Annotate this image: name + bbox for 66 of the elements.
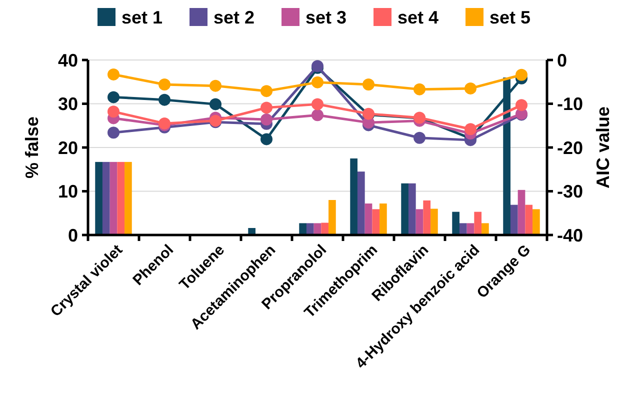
point [414,83,426,96]
point [260,85,272,98]
bar [328,200,336,235]
point [108,68,120,80]
point [312,109,324,122]
point [516,68,528,81]
bar [518,190,526,235]
point [260,114,272,126]
point [260,133,272,146]
bar [110,162,118,235]
y2-tick-label: 0 [557,50,568,70]
point [158,78,170,90]
bar [474,212,482,235]
bar [299,223,306,235]
point [414,132,426,144]
point [516,99,528,112]
y2-axis-title: AIC value [593,106,613,189]
y2-tick-label: -20 [557,138,584,158]
bar [117,162,125,235]
bar [452,212,460,235]
bar [357,172,365,235]
legend-label: set 3 [306,7,347,28]
y2-tick-label: -30 [557,182,584,202]
bar [380,204,387,235]
bar [416,209,424,235]
y-tick-label: 10 [58,182,78,202]
point [108,91,120,104]
point [210,98,222,110]
point [210,80,222,92]
bar [321,222,329,235]
point [362,78,374,90]
y-tick-label: 30 [58,94,78,114]
point [158,94,170,106]
bar [459,223,467,235]
bar [401,183,408,235]
point [108,106,120,118]
bar [430,208,438,235]
point [260,102,272,114]
bar [532,209,540,235]
y2-tick-label: -10 [557,94,584,114]
point [464,82,476,94]
bar [372,209,380,235]
y2-tick-label: -40 [557,225,584,246]
legend-label: set 1 [122,7,163,28]
legend-label: set 2 [214,7,255,28]
bar [408,183,416,235]
point [108,126,120,139]
bar [482,223,489,235]
bar [95,162,102,235]
bar [423,200,431,235]
bar [364,204,372,235]
point [464,123,476,136]
bar [510,204,518,235]
bar [525,204,533,235]
legend-label: set 4 [398,7,439,28]
legend-label: set 5 [490,7,531,28]
bar [306,223,314,235]
bar [350,158,358,235]
point [312,76,324,88]
bar [124,162,132,235]
y-axis-title: % false [22,116,42,179]
y-tick-label: 40 [58,50,78,70]
bar [102,162,110,235]
y-tick-label: 0 [68,225,78,246]
point [312,98,324,110]
y-tick-label: 20 [58,138,78,158]
